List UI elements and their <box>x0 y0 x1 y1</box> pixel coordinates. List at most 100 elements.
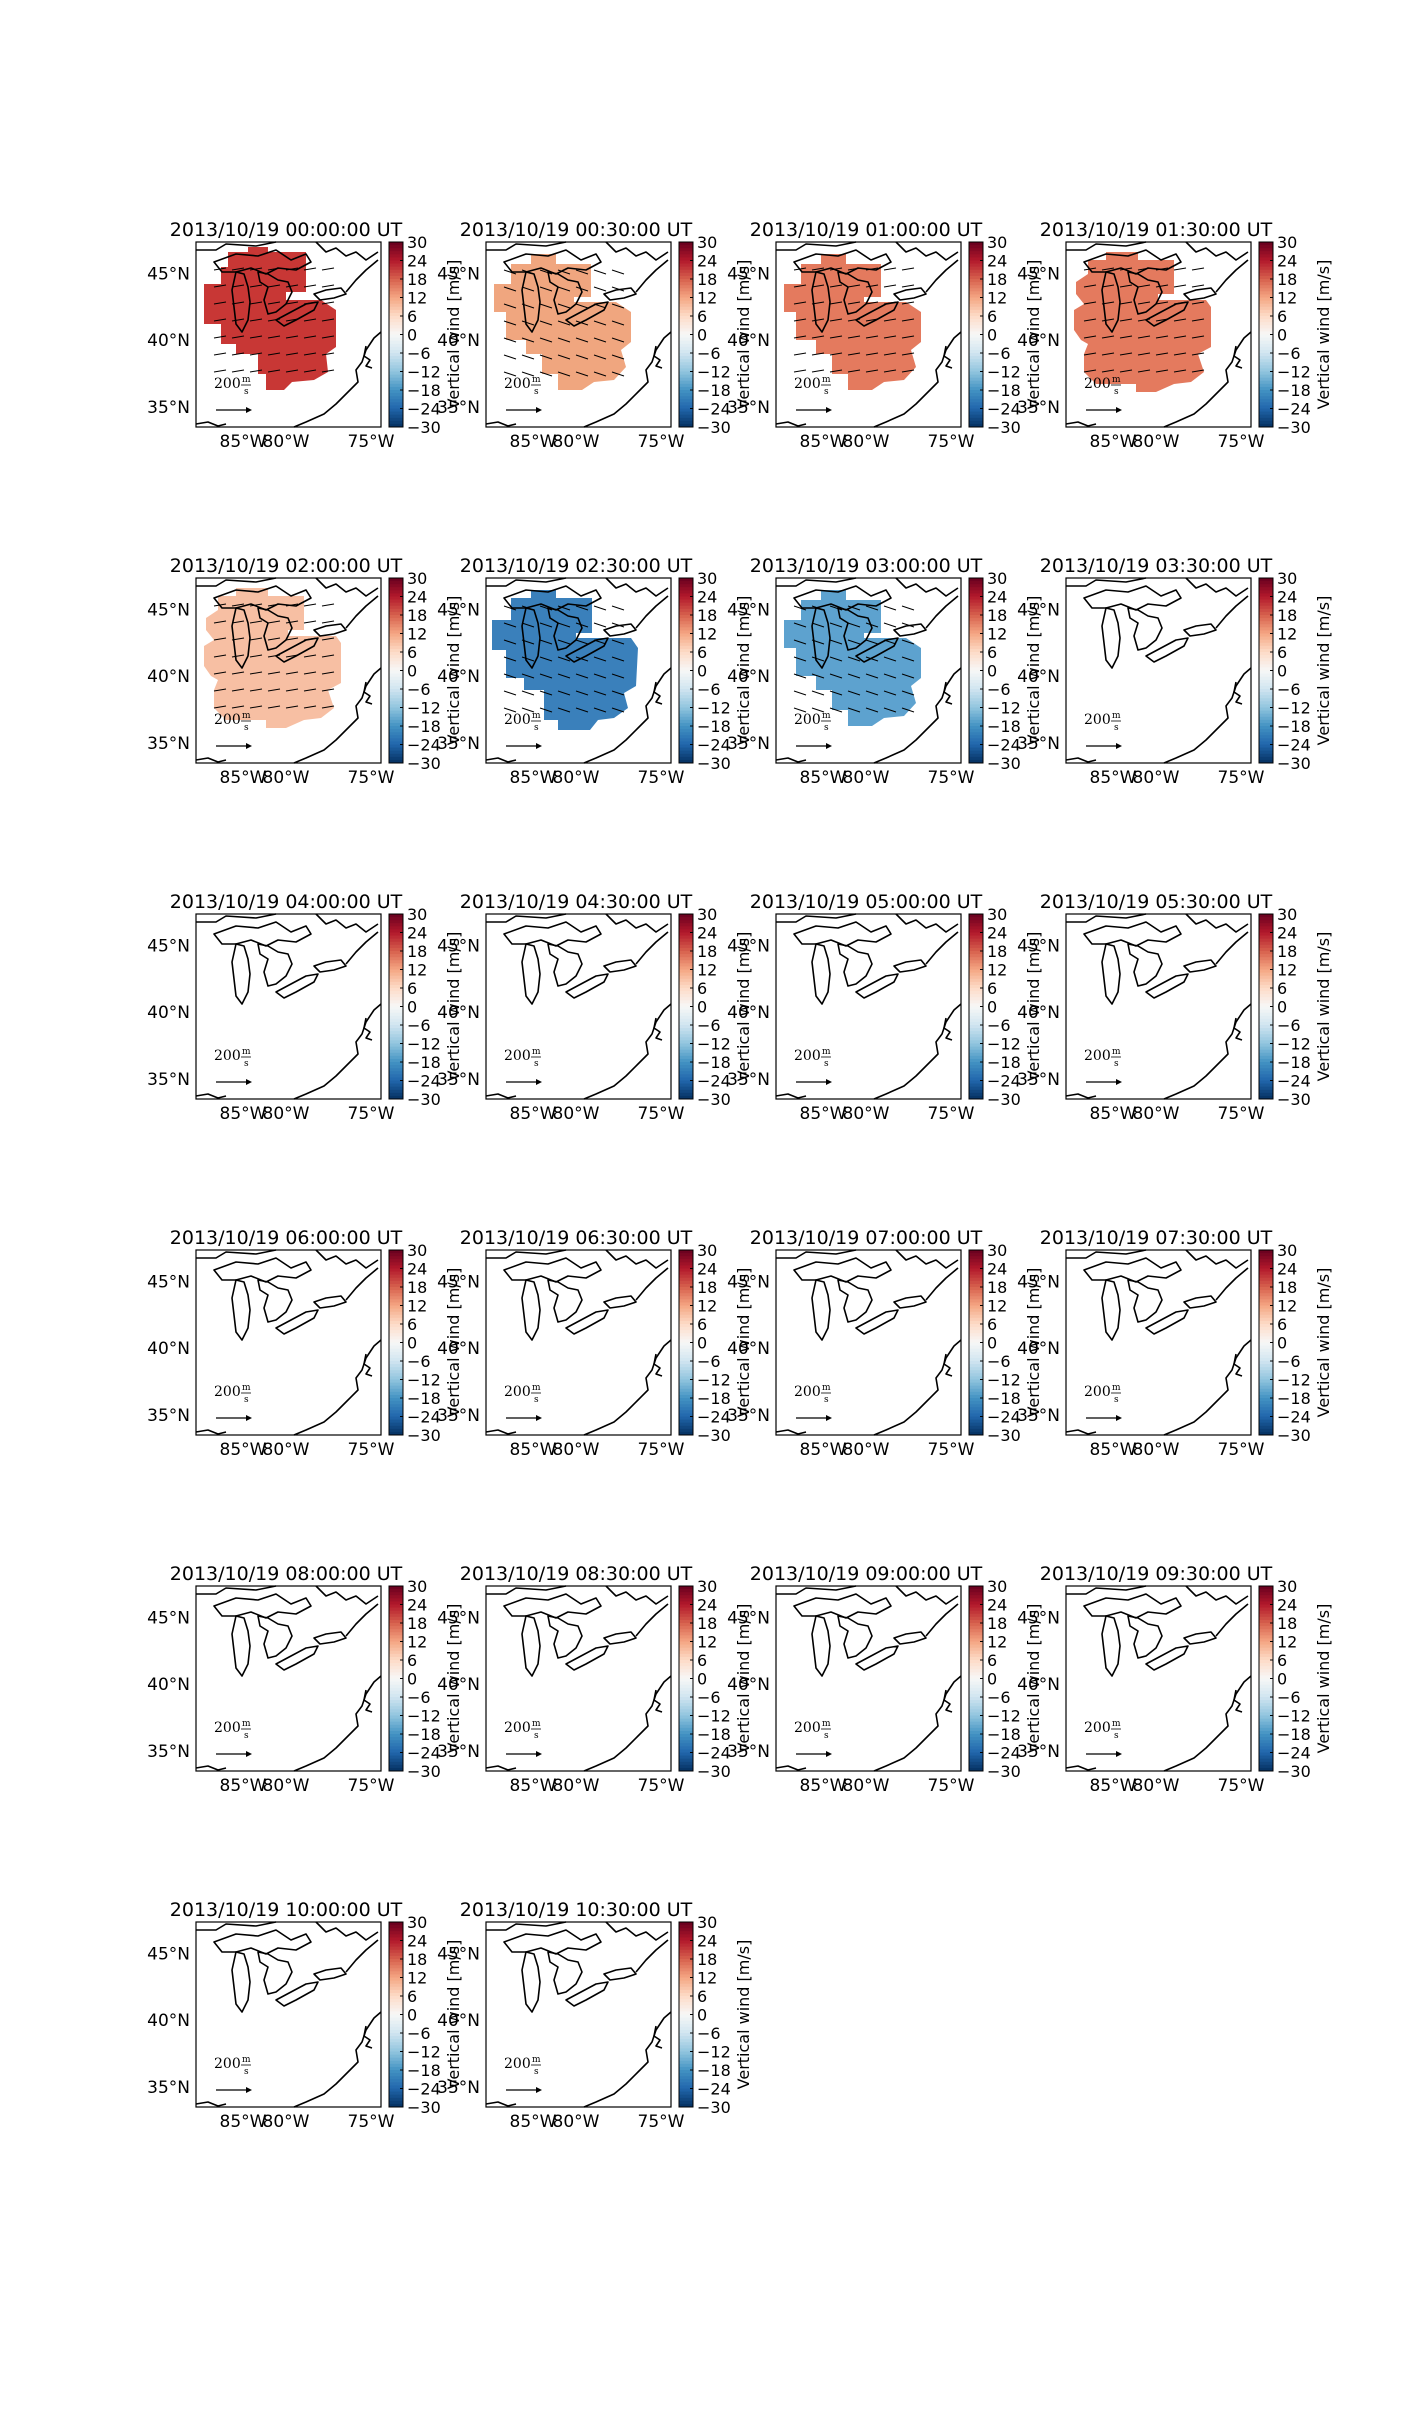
longitude-label: 85°W <box>510 1776 557 1796</box>
colorbar-segment <box>679 645 693 650</box>
colorbar-segment <box>969 260 983 265</box>
colorbar-tick-label: 18 <box>987 606 1007 625</box>
latitude-label: 40°N <box>147 2011 190 2031</box>
colorbar-segment <box>389 1684 403 1689</box>
colorbar-segment <box>389 377 403 382</box>
colorbar-segment <box>1259 306 1273 311</box>
colorbar-segment <box>679 1996 693 2000</box>
colorbar-segment <box>969 1709 983 1713</box>
colorbar-segment <box>1259 1034 1273 1038</box>
colorbar-segment <box>1259 1619 1273 1624</box>
colorbar-segment <box>679 1656 693 1661</box>
colorbar-segment <box>969 1043 983 1048</box>
coastline-path <box>855 973 899 999</box>
colorbar-segment <box>1259 1018 1273 1023</box>
colorbar-segment <box>679 676 693 681</box>
colorbar-tick-label: −12 <box>1277 1371 1311 1390</box>
longitude-label: 85°W <box>1090 1776 1137 1796</box>
coastline-path <box>485 421 517 427</box>
colorbar-segment <box>389 2005 403 2009</box>
colorbar-segment <box>1259 735 1273 739</box>
colorbar-segment <box>1259 1000 1273 1004</box>
colorbar-tick-label: 6 <box>1277 643 1287 662</box>
wind-arrow <box>829 301 843 305</box>
colorbar-segment <box>969 1052 983 1057</box>
coastline-path <box>231 1951 251 2013</box>
latitude-label: 45°N <box>1017 936 1060 956</box>
colorbar-segment <box>389 1046 403 1051</box>
colorbar-segment <box>1259 1752 1273 1757</box>
coastline-path <box>195 2101 227 2107</box>
wind-arrow <box>593 320 607 326</box>
latitude-label: 40°N <box>1017 331 1060 351</box>
wind-arrow <box>521 337 535 343</box>
coastline-path <box>363 1017 373 1041</box>
wind-arrow <box>539 337 553 343</box>
colorbar-segment <box>389 1752 403 1757</box>
coastline-path <box>855 1309 899 1335</box>
colorbar-segment <box>1259 951 1273 955</box>
latitude-label: 40°N <box>727 1003 770 1023</box>
colorbar-tick-label: 6 <box>407 979 417 998</box>
coastline-path <box>521 1951 541 2013</box>
colorbar-tick-label: 24 <box>407 252 427 271</box>
wind-arrow <box>593 605 607 611</box>
colorbar-segment <box>389 1037 403 1041</box>
wind-arrow <box>1191 267 1205 271</box>
colorbar-segment <box>1259 596 1273 601</box>
colorbar-tick-label: −18 <box>987 1389 1021 1408</box>
wind-vectors <box>793 605 915 713</box>
colorbar-segment <box>969 356 983 360</box>
colorbar-segment <box>1259 417 1273 422</box>
colorbar-segment <box>389 1385 403 1390</box>
colorbar-segment <box>1259 1623 1273 1627</box>
colorbar-segment <box>389 1413 403 1417</box>
colorbar-segment <box>389 380 403 385</box>
latitude-label: 45°N <box>727 264 770 284</box>
colorbar-segment <box>679 914 693 918</box>
coastlines <box>195 913 382 1100</box>
colorbar-segment <box>679 399 693 403</box>
panel-title: 2013/10/19 02:30:00 UT <box>460 555 693 577</box>
colorbar-segment <box>1259 929 1273 933</box>
quiver-key-arrowhead <box>246 1079 252 1085</box>
map-panel: 2013/10/19 05:30:00 UT45°N40°N35°N85°W80… <box>1017 891 1333 1124</box>
colorbar-segment <box>389 664 403 668</box>
colorbar-segment <box>389 1697 403 1701</box>
colorbar-segment <box>679 1647 693 1652</box>
colorbar-segment <box>969 285 983 289</box>
wind-arrow <box>611 303 625 309</box>
colorbar-tick-label: −12 <box>407 363 441 382</box>
colorbar-segment <box>389 300 403 305</box>
colorbar-segment <box>969 1721 983 1726</box>
coastline-path <box>313 287 347 301</box>
colorbar-tick-label: −12 <box>987 363 1021 382</box>
wind-arrow <box>213 301 227 305</box>
colorbar-segment <box>969 1018 983 1023</box>
colorbar-segment <box>389 1055 403 1060</box>
colorbar-segment <box>679 1431 693 1436</box>
colorbar-segment <box>1259 954 1273 958</box>
wind-arrow <box>793 301 807 305</box>
wind-arrow <box>303 369 317 373</box>
coastline-path <box>893 623 927 637</box>
wind-arrow <box>1173 267 1187 271</box>
wind-arrow <box>793 656 807 662</box>
wind-arrow <box>865 639 879 645</box>
colorbar-segment <box>389 356 403 360</box>
latitude-label: 45°N <box>1017 1608 1060 1628</box>
colorbar-tick-label: 18 <box>1277 270 1297 289</box>
colorbar-tick-label: −24 <box>987 1072 1021 1091</box>
colorbar-segment <box>679 411 693 416</box>
colorbar-segment <box>389 1302 403 1306</box>
wind-arrow <box>249 369 263 373</box>
colorbar-tick-label: −12 <box>697 1035 731 1054</box>
colorbar-segment <box>969 1607 983 1612</box>
colorbar-segment <box>1259 1740 1273 1744</box>
colorbar-tick-label: −30 <box>407 418 441 437</box>
latitude-label: 45°N <box>1017 264 1060 284</box>
colorbar-segment <box>1259 291 1273 295</box>
wind-arrow <box>557 286 571 292</box>
